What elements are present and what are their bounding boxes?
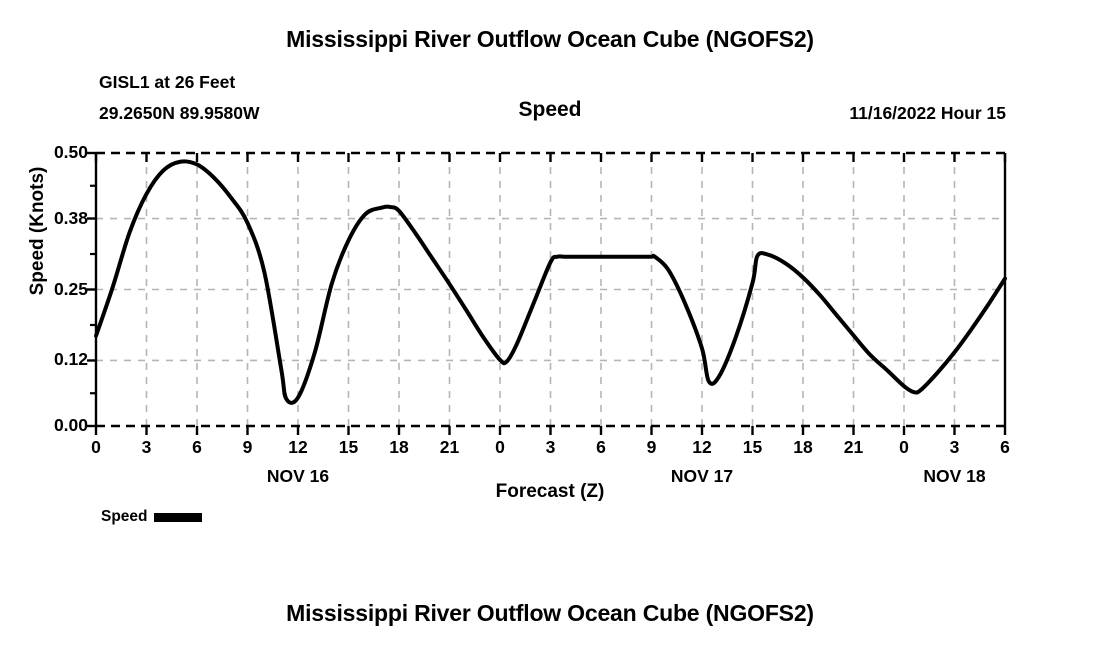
y-axis-tick-labels: 0.00 0.12 0.25 0.38 0.50 (26, 0, 88, 650)
y-tick-label: 0.38 (53, 207, 88, 228)
x-axis-day-label: NOV 17 (670, 466, 734, 486)
x-tick-label: 18 (793, 437, 813, 457)
data-series (94, 159, 1007, 405)
x-tick-label: 3 (141, 437, 152, 457)
x-axis-title: Forecast (Z) (495, 481, 605, 502)
x-tick-label: 9 (646, 437, 657, 457)
y-tick-label: 0.12 (53, 349, 88, 370)
x-tick-label: 15 (742, 437, 763, 457)
page-title: Mississippi River Outflow Ocean Cube (NG… (286, 26, 814, 52)
variable-title: Speed (518, 98, 582, 121)
x-tick-label: 6 (596, 437, 606, 457)
x-axis-day-label: NOV 16 (266, 466, 330, 486)
x-tick-label: 3 (545, 437, 556, 457)
x-tick-label: 12 (288, 437, 308, 457)
x-tick-label: 18 (389, 437, 409, 457)
x-tick-label: 21 (439, 437, 460, 457)
y-tick-label: 0.00 (53, 415, 88, 435)
x-tick-label: 6 (192, 437, 202, 457)
issued-time-label: 11/16/2022 Hour 15 (849, 103, 1006, 123)
x-tick-label: 0 (91, 437, 101, 457)
series-line-speed (94, 159, 1007, 405)
x-tick-label: 9 (242, 437, 253, 457)
legend-label-speed: Speed (101, 508, 148, 525)
y-tick-label: 0.50 (53, 142, 88, 162)
footer-title: Mississippi River Outflow Ocean Cube (NG… (286, 600, 814, 626)
x-tick-label: 15 (338, 437, 359, 457)
y-tick-label: 0.25 (53, 278, 88, 299)
x-tick-label: 21 (843, 437, 864, 457)
x-axis-day-label: NOV 18 (923, 466, 986, 486)
coordinates-label: 29.2650N 89.9580W (99, 103, 260, 123)
legend-swatch-speed (153, 512, 202, 522)
axis-ticks (87, 151, 1007, 435)
x-tick-label: 3 (949, 437, 960, 457)
station-label: GISL1 at 26 Feet (99, 72, 236, 92)
gridlines (96, 153, 1005, 426)
x-tick-label: 6 (1000, 437, 1010, 457)
x-tick-label: 0 (899, 437, 909, 457)
x-tick-label: 0 (495, 437, 505, 457)
legend: Speed (101, 508, 202, 526)
x-tick-label: 12 (692, 437, 712, 457)
